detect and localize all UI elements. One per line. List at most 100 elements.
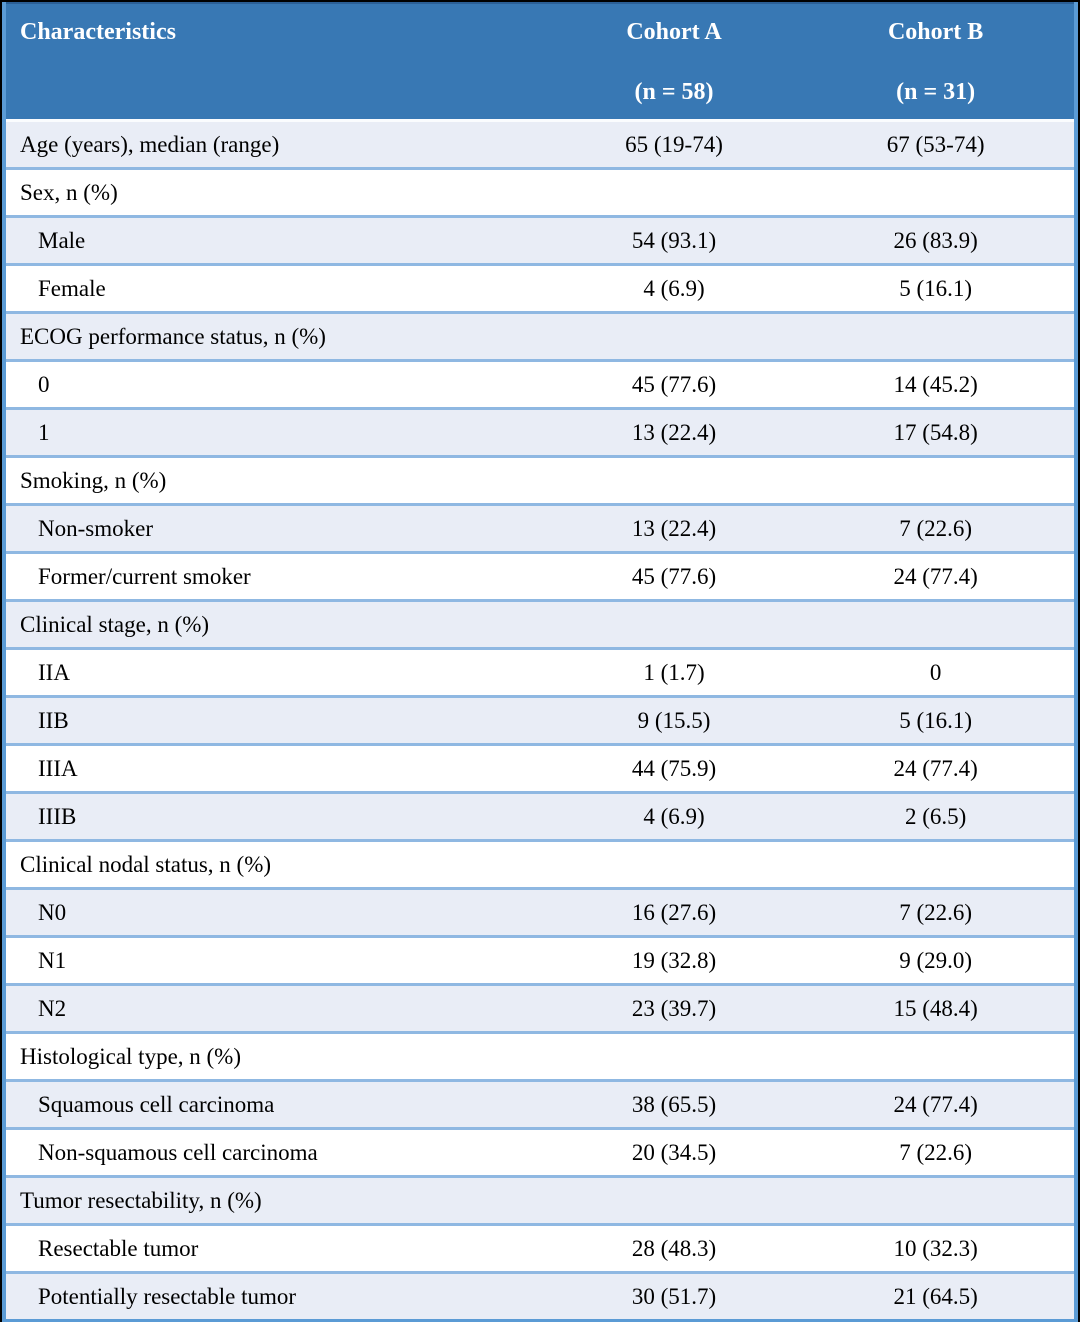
row-label: IIA	[38, 659, 70, 685]
table-row: Squamous cell carcinoma 38 (65.5) 24 (77…	[4, 1080, 1076, 1129]
row-label: Tumor resectability, n (%)	[20, 1187, 262, 1213]
cohort-b-value: 5 (16.1)	[899, 707, 973, 733]
cohort-b-value	[797, 169, 1076, 217]
table-row: 1 13 (22.4) 17 (54.8)	[4, 408, 1076, 457]
cohort-b-value: 2 (6.5)	[904, 803, 967, 829]
cohort-a-value: 4 (6.9)	[643, 803, 705, 829]
cohort-a-value	[551, 601, 798, 649]
cohort-a-value: 9 (15.5)	[637, 707, 711, 733]
row-label: Clinical nodal status, n (%)	[20, 851, 272, 877]
cohort-b-value: 17 (54.8)	[893, 419, 978, 445]
row-label: 1	[38, 419, 50, 445]
cohort-b-value: 10 (32.3)	[893, 1235, 978, 1261]
cohort-a-sample-size: (n = 58)	[634, 79, 714, 105]
cohort-a-value: 45 (77.6)	[631, 371, 717, 397]
cohort-a-title: Cohort A	[626, 19, 722, 45]
table-row: Age (years), median (range) 65 (19-74) 6…	[4, 120, 1076, 169]
cohort-a-value: 19 (32.8)	[631, 947, 717, 973]
cohort-a-value	[551, 313, 798, 361]
cohort-a-value: 65 (19-74)	[625, 131, 723, 157]
table-row: Resectable tumor 28 (48.3) 10 (32.3)	[4, 1224, 1076, 1273]
row-label: Male	[38, 227, 86, 253]
header-characteristics-label: Characteristics	[20, 19, 176, 45]
table-row: N0 16 (27.6) 7 (22.6)	[4, 888, 1076, 937]
cohort-b-value: 26 (83.9)	[893, 227, 978, 253]
row-label: Former/current smoker	[38, 563, 251, 589]
cohort-a-value: 45 (77.6)	[631, 563, 717, 589]
row-label: Clinical stage, n (%)	[20, 611, 210, 637]
row-label: Non-smoker	[38, 515, 153, 541]
row-label: Age (years), median (range)	[20, 131, 280, 157]
cohort-b-value: 67 (53-74)	[886, 131, 985, 157]
cohort-a-value	[551, 169, 798, 217]
row-label: IIIB	[38, 803, 77, 829]
cohort-b-value	[797, 841, 1076, 889]
header-characteristics-cell: Characteristics	[4, 3, 551, 122]
row-label: 0	[38, 371, 50, 397]
cohort-b-value: 0	[929, 659, 942, 685]
row-label: Smoking, n (%)	[20, 467, 167, 493]
cohort-b-value: 15 (48.4)	[893, 995, 978, 1021]
header-cohort-a-cell: Cohort A (n = 58)	[550, 3, 798, 122]
cohort-b-value: 14 (45.2)	[893, 371, 978, 397]
cohort-b-value	[797, 313, 1076, 361]
table-row: Clinical stage, n (%)	[4, 600, 1076, 649]
cohort-b-value: 24 (77.4)	[893, 563, 978, 589]
table-row: IIIB 4 (6.9) 2 (6.5)	[4, 792, 1076, 841]
table-row: Former/current smoker 45 (77.6) 24 (77.4…	[4, 552, 1076, 601]
table-row: IIB 9 (15.5) 5 (16.1)	[4, 696, 1076, 745]
table-row: IIIA 44 (75.9) 24 (77.4)	[4, 744, 1076, 793]
row-label: IIB	[38, 707, 69, 733]
cohort-b-value: 21 (64.5)	[893, 1283, 978, 1309]
cohort-a-value	[551, 841, 798, 889]
cohort-b-value: 7 (22.6)	[899, 1139, 973, 1165]
cohort-a-value: 16 (27.6)	[631, 899, 717, 925]
cohort-a-value: 54 (93.1)	[631, 227, 717, 253]
header-cohort-b-cell: Cohort B (n = 31)	[797, 3, 1076, 122]
cohort-a-value: 30 (51.7)	[631, 1283, 717, 1309]
table-row: Sex, n (%)	[4, 168, 1076, 217]
table-row: 0 45 (77.6) 14 (45.2)	[4, 360, 1076, 409]
row-label: Sex, n (%)	[20, 179, 118, 205]
cohort-b-value: 7 (22.6)	[899, 899, 973, 925]
cohort-a-value: 1 (1.7)	[643, 659, 705, 685]
cohort-a-value: 38 (65.5)	[631, 1091, 717, 1117]
cohort-b-value: 9 (29.0)	[899, 947, 973, 973]
table-row: Female 4 (6.9) 5 (16.1)	[4, 264, 1076, 313]
cohort-b-value: 7 (22.6)	[899, 515, 973, 541]
cohort-b-value: 24 (77.4)	[893, 755, 978, 781]
table-row: N1 19 (32.8) 9 (29.0)	[4, 936, 1076, 985]
cohort-b-value	[797, 601, 1076, 649]
table-row: Non-smoker 13 (22.4) 7 (22.6)	[4, 504, 1076, 553]
table-body: Age (years), median (range) 65 (19-74) 6…	[4, 120, 1076, 1321]
row-label: N1	[38, 947, 67, 973]
table-row: Histological type, n (%)	[4, 1032, 1076, 1081]
table-row: Potentially resectable tumor 30 (51.7) 2…	[4, 1272, 1076, 1321]
table-row: Clinical nodal status, n (%)	[4, 840, 1076, 889]
row-label: Non-squamous cell carcinoma	[38, 1139, 318, 1165]
table-row: Male 54 (93.1) 26 (83.9)	[4, 216, 1076, 265]
cohort-a-value: 44 (75.9)	[631, 755, 717, 781]
cohort-a-value: 20 (34.5)	[631, 1139, 717, 1165]
cohort-b-sample-size: (n = 31)	[896, 79, 976, 105]
table-row: IIA 1 (1.7) 0	[4, 648, 1076, 697]
cohort-a-value: 13 (22.4)	[631, 515, 717, 541]
row-label: Female	[38, 275, 106, 301]
cohort-a-value: 23 (39.7)	[631, 995, 717, 1021]
table-row: Smoking, n (%)	[4, 456, 1076, 505]
table-row: Non-squamous cell carcinoma 20 (34.5) 7 …	[4, 1128, 1076, 1177]
cohort-b-value	[797, 1033, 1076, 1081]
row-label: Histological type, n (%)	[20, 1043, 242, 1069]
cohort-b-title: Cohort B	[887, 19, 984, 45]
cohort-a-value	[551, 1177, 798, 1225]
cohort-b-value: 24 (77.4)	[893, 1091, 978, 1117]
table-row: N2 23 (39.7) 15 (48.4)	[4, 984, 1076, 1033]
row-label: N0	[38, 899, 67, 925]
row-label: Squamous cell carcinoma	[38, 1091, 275, 1117]
cohort-a-value	[551, 457, 798, 505]
cohort-a-value: 28 (48.3)	[631, 1235, 717, 1261]
header-row: Characteristics Cohort A (n = 58) Cohort…	[4, 3, 1076, 122]
cohort-a-value: 13 (22.4)	[631, 419, 717, 445]
